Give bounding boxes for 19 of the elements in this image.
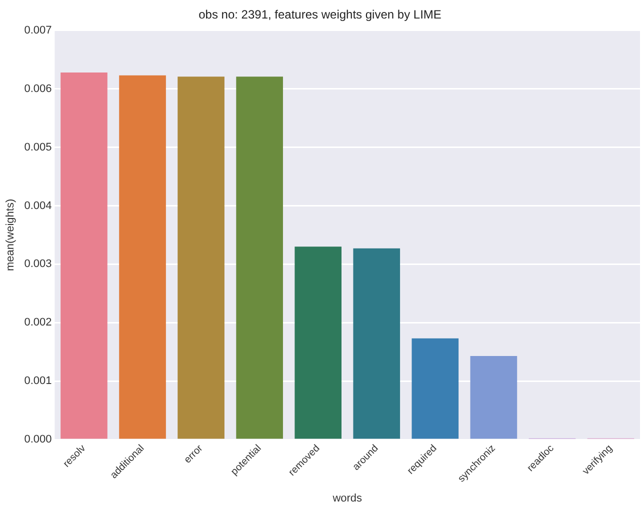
bar [236,76,283,439]
y-axis-title: mean(weights) [4,198,17,272]
chart-title: obs no: 2391, features weights given by LIME [198,8,442,22]
y-tick-label: 0.000 [24,434,52,446]
bar [470,356,518,439]
bar [353,248,400,439]
y-tick-label: 0.006 [24,82,52,95]
x-axis-title: words [332,492,363,504]
y-tick-label: 0.003 [24,258,52,270]
y-tick-label: 0.007 [24,24,52,36]
bar [119,75,166,439]
y-tick-label: 0.002 [24,316,52,329]
bar [294,246,342,439]
bar [178,76,224,439]
bar [60,72,108,439]
bar [412,338,459,439]
y-tick-label: 0.001 [24,375,52,388]
y-tick-label: 0.004 [24,200,52,212]
y-tick-label: 0.005 [24,141,52,154]
